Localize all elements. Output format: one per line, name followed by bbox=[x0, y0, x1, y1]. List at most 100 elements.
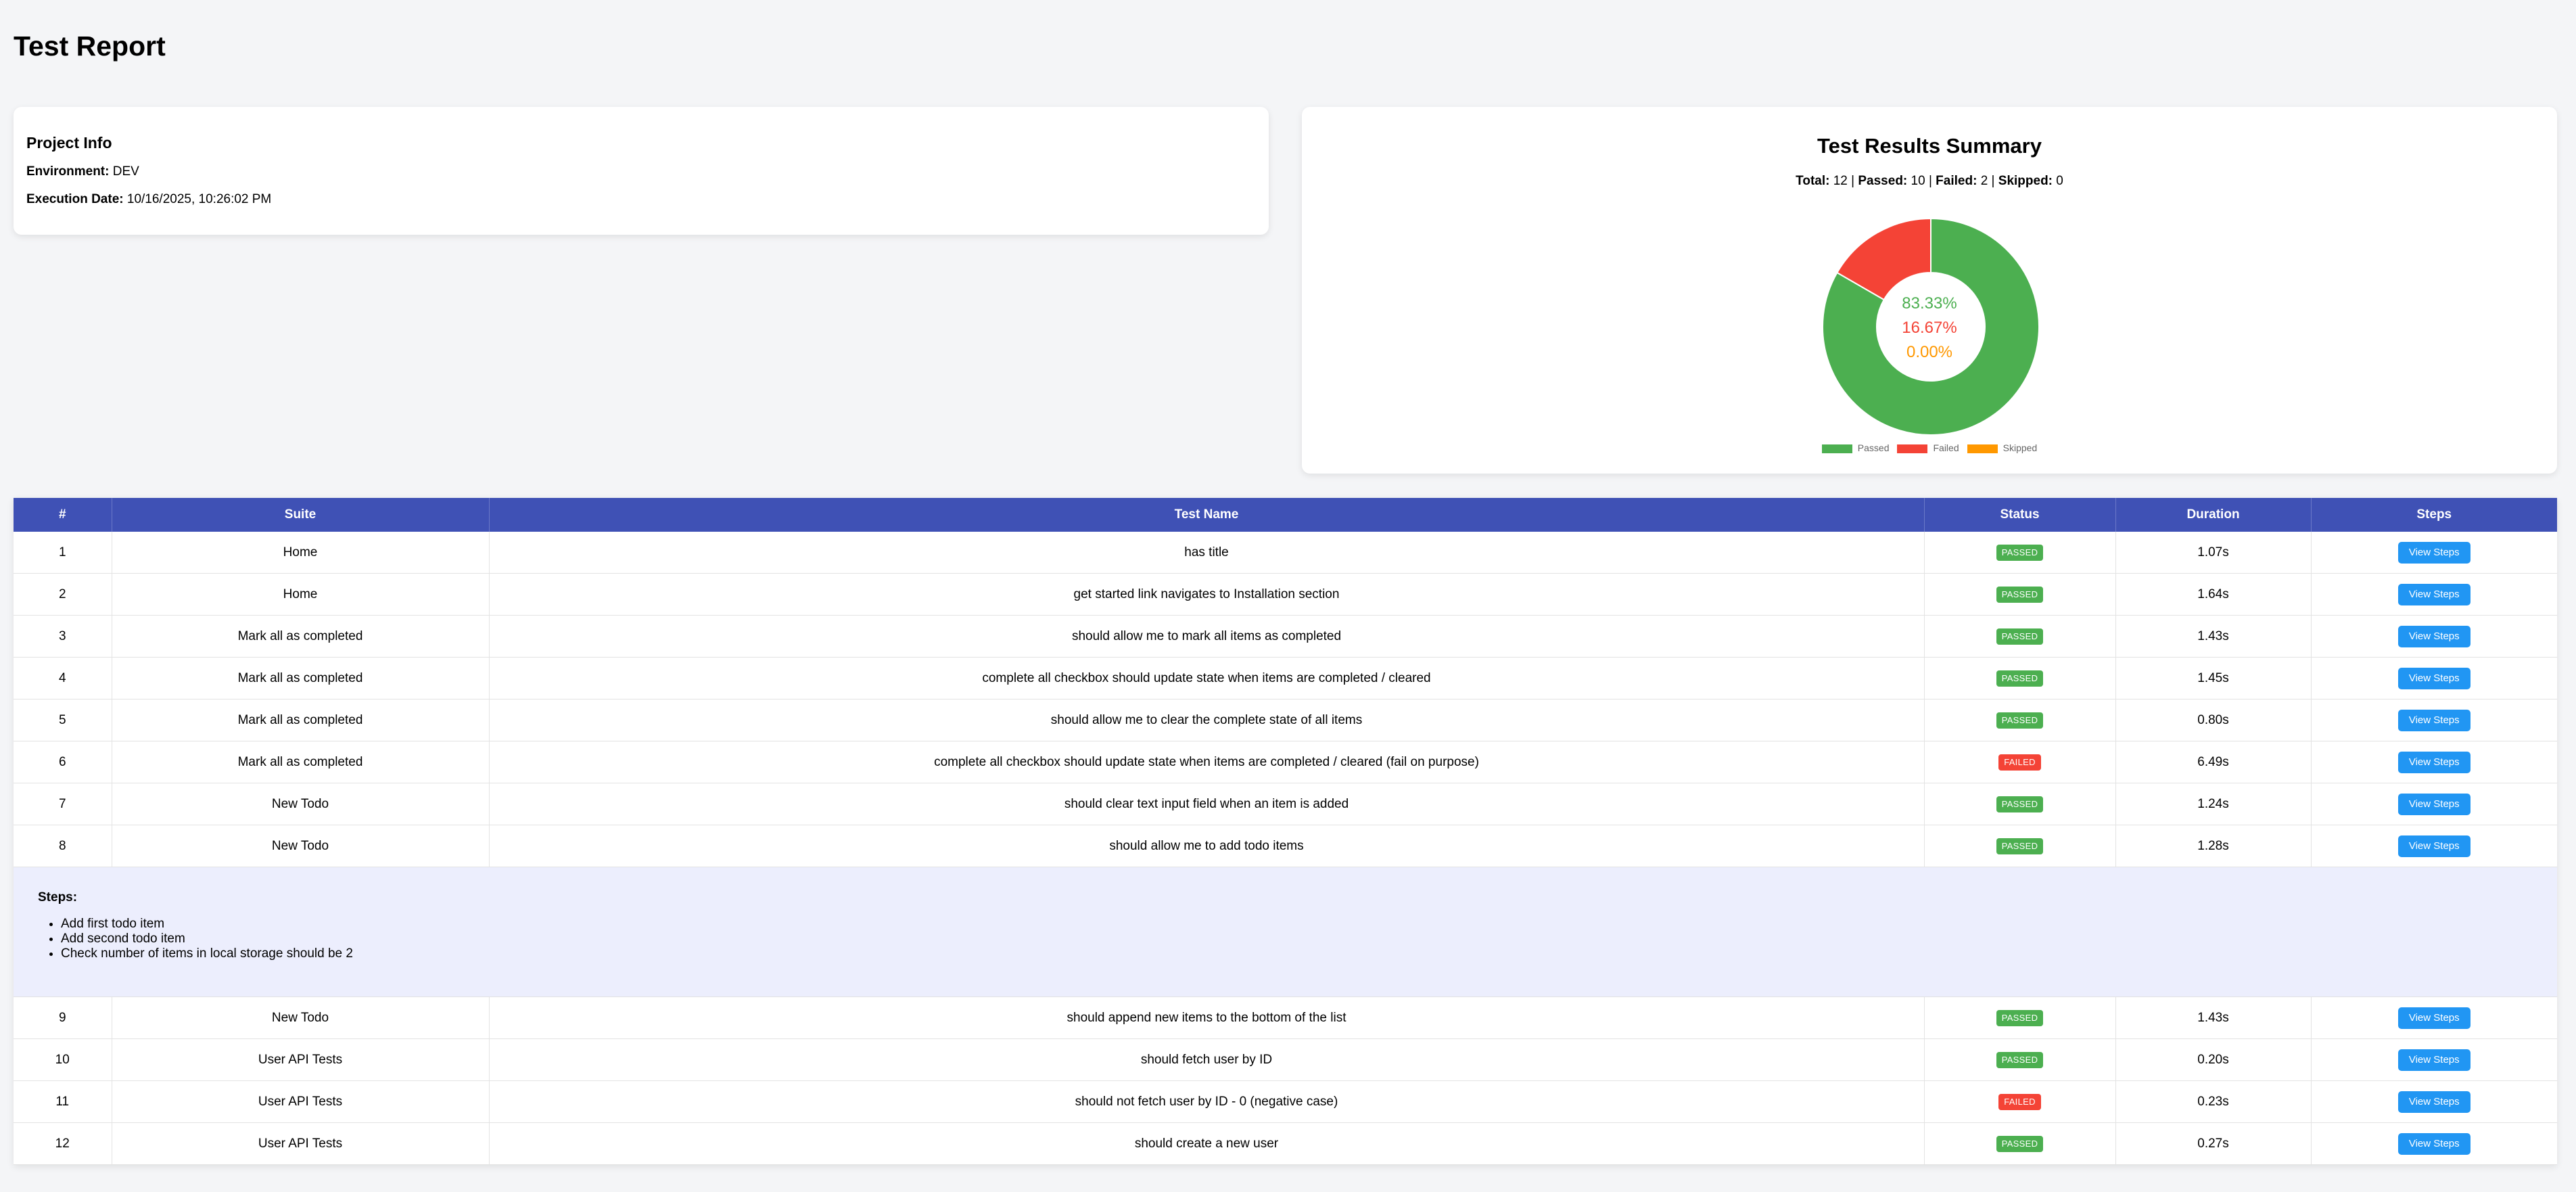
row-steps-cell: View Steps bbox=[2311, 1122, 2557, 1165]
row-steps-cell: View Steps bbox=[2311, 573, 2557, 616]
passed-label: Passed: bbox=[1858, 174, 1908, 188]
row-status-cell: PASSED bbox=[1924, 699, 2116, 741]
status-badge: PASSED bbox=[1996, 586, 2044, 603]
execution-date-label: Execution Date: bbox=[26, 192, 124, 206]
row-status-cell: PASSED bbox=[1924, 825, 2116, 867]
row-suite: Home bbox=[112, 573, 490, 616]
status-badge: PASSED bbox=[1996, 712, 2044, 729]
column-header-suite: Suite bbox=[112, 498, 490, 532]
row-number: 2 bbox=[14, 573, 112, 616]
passed-percentage: 83.33% bbox=[1902, 294, 1957, 313]
legend-label: Failed bbox=[1933, 442, 1959, 453]
step-item: Add first todo item bbox=[61, 917, 2557, 932]
row-status-cell: PASSED bbox=[1924, 615, 2116, 658]
row-duration: 0.23s bbox=[2115, 1080, 2312, 1123]
row-duration: 1.45s bbox=[2115, 657, 2312, 700]
view-steps-button[interactable]: View Steps bbox=[2397, 541, 2470, 564]
status-badge: PASSED bbox=[1996, 838, 2044, 854]
chart-legend: Passed Failed Skipped bbox=[1302, 442, 2557, 453]
row-suite: New Todo bbox=[112, 825, 490, 867]
legend-swatch bbox=[1897, 444, 1928, 453]
table-row: 12 User API Tests should create a new user… bbox=[14, 1122, 2557, 1165]
legend-label: Skipped bbox=[2003, 442, 2038, 453]
view-steps-button[interactable]: View Steps bbox=[2397, 1049, 2470, 1071]
view-steps-button[interactable]: View Steps bbox=[2397, 793, 2470, 815]
row-test-name: should fetch user by ID bbox=[489, 1038, 1925, 1081]
legend-label: Passed bbox=[1857, 442, 1890, 453]
results-table: # Suite Test Name Status Duration Steps … bbox=[14, 498, 2557, 1165]
table-header-row: # Suite Test Name Status Duration Steps bbox=[14, 498, 2557, 532]
row-status-cell: PASSED bbox=[1924, 1122, 2116, 1165]
summary-title: Test Results Summary bbox=[1817, 134, 2042, 158]
view-steps-button[interactable]: View Steps bbox=[2397, 583, 2470, 605]
row-test-name: has title bbox=[489, 532, 1925, 574]
separator: | bbox=[1991, 174, 1995, 188]
skipped-value: 0 bbox=[2056, 174, 2063, 188]
table-row: 1 Home has title PASSED 1.07s View Steps bbox=[14, 532, 2557, 574]
status-badge: PASSED bbox=[1996, 1051, 2044, 1068]
row-duration: 1.43s bbox=[2115, 615, 2312, 658]
steps-detail-row: Steps: Add first todo itemAdd second todo… bbox=[14, 867, 2557, 997]
step-item: Add second todo item bbox=[61, 932, 2557, 946]
row-status-cell: PASSED bbox=[1924, 1038, 2116, 1081]
environment-line: Environment: DEV bbox=[26, 164, 139, 179]
donut-slice-failed bbox=[1836, 219, 1931, 301]
table-row: 5 Mark all as completed should allow me to… bbox=[14, 699, 2557, 741]
row-steps-cell: View Steps bbox=[2311, 783, 2557, 825]
view-steps-button[interactable]: View Steps bbox=[2397, 835, 2470, 857]
separator: | bbox=[1928, 174, 1932, 188]
table-row: 3 Mark all as completed should allow me to… bbox=[14, 615, 2557, 658]
failed-value: 2 bbox=[1980, 174, 1988, 188]
table-row: 9 New Todo should append new items to the … bbox=[14, 996, 2557, 1039]
row-duration: 0.80s bbox=[2115, 699, 2312, 741]
row-number: 12 bbox=[14, 1122, 112, 1165]
row-test-name: complete all checkbox should update stat… bbox=[489, 741, 1925, 783]
status-badge: PASSED bbox=[1996, 670, 2044, 687]
skipped-percentage: 0.00% bbox=[1906, 343, 1953, 361]
row-steps-cell: View Steps bbox=[2311, 615, 2557, 658]
failed-percentage: 16.67% bbox=[1902, 319, 1957, 337]
view-steps-button[interactable]: View Steps bbox=[2397, 751, 2470, 773]
row-suite: New Todo bbox=[112, 996, 490, 1039]
row-test-name: should clear text input field when an it… bbox=[489, 783, 1925, 825]
project-info-card: Project Info Environment: DEV Execution … bbox=[14, 107, 1269, 235]
separator: | bbox=[1851, 174, 1855, 188]
legend-item-passed: Passed bbox=[1821, 442, 1890, 453]
failed-label: Failed: bbox=[1936, 174, 1977, 188]
view-steps-button[interactable]: View Steps bbox=[2397, 1132, 2470, 1155]
steps-list: Add first todo itemAdd second todo itemC… bbox=[38, 917, 2557, 961]
step-item: Check number of items in local storage s… bbox=[61, 946, 2557, 961]
row-steps-cell: View Steps bbox=[2311, 1038, 2557, 1081]
view-steps-button[interactable]: View Steps bbox=[2397, 1091, 2470, 1113]
row-number: 1 bbox=[14, 532, 112, 574]
column-header-test-name: Test Name bbox=[489, 498, 1925, 532]
row-status-cell: FAILED bbox=[1924, 741, 2116, 783]
view-steps-button[interactable]: View Steps bbox=[2397, 1007, 2470, 1029]
status-badge: PASSED bbox=[1996, 1135, 2044, 1152]
status-badge: PASSED bbox=[1996, 544, 2044, 561]
row-number: 11 bbox=[14, 1080, 112, 1123]
legend-item-failed: Failed bbox=[1897, 442, 1959, 453]
total-value: 12 bbox=[1833, 174, 1848, 188]
row-status-cell: PASSED bbox=[1924, 996, 2116, 1039]
row-number: 4 bbox=[14, 657, 112, 700]
view-steps-button[interactable]: View Steps bbox=[2397, 709, 2470, 731]
row-suite: Mark all as completed bbox=[112, 699, 490, 741]
legend-item-skipped: Skipped bbox=[1967, 442, 2038, 453]
row-number: 10 bbox=[14, 1038, 112, 1081]
passed-value: 10 bbox=[1911, 174, 1925, 188]
row-steps-cell: View Steps bbox=[2311, 996, 2557, 1039]
results-donut-chart bbox=[1823, 219, 2039, 435]
row-duration: 1.24s bbox=[2115, 783, 2312, 825]
row-test-name: complete all checkbox should update stat… bbox=[489, 657, 1925, 700]
row-steps-cell: View Steps bbox=[2311, 699, 2557, 741]
row-suite: Mark all as completed bbox=[112, 741, 490, 783]
table-row: 2 Home get started link navigates to Insta… bbox=[14, 573, 2557, 616]
view-steps-button[interactable]: View Steps bbox=[2397, 667, 2470, 689]
environment-value: DEV bbox=[112, 164, 139, 179]
row-status-cell: PASSED bbox=[1924, 657, 2116, 700]
row-test-name: get started link navigates to Installati… bbox=[489, 573, 1925, 616]
row-steps-cell: View Steps bbox=[2311, 741, 2557, 783]
view-steps-button[interactable]: View Steps bbox=[2397, 625, 2470, 647]
row-duration: 1.07s bbox=[2115, 532, 2312, 574]
